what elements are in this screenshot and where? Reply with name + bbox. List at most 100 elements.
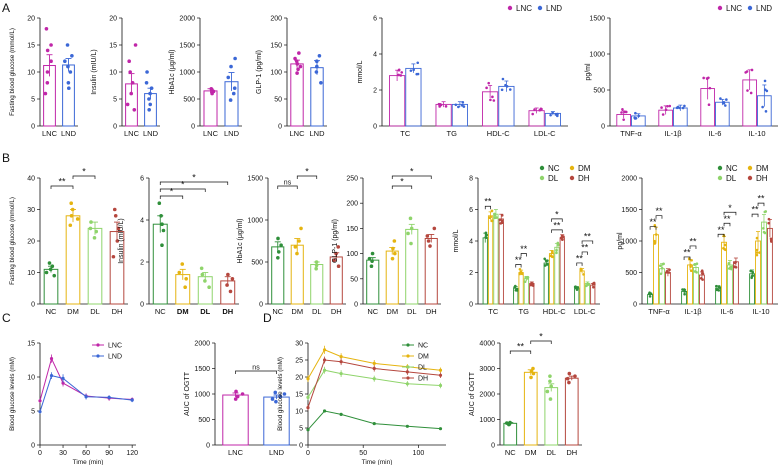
data-point [405, 382, 409, 386]
x-tick-label: HDL-C [543, 307, 567, 316]
data-point [683, 292, 686, 296]
data-point [88, 226, 93, 231]
x-tick-label: 0 [38, 450, 42, 457]
legend-marker [406, 343, 410, 347]
bar-dl [87, 227, 103, 305]
x-tick-label: DM [291, 307, 303, 316]
data-point [457, 105, 460, 109]
bar-dm [487, 215, 494, 305]
legend-label: LNC [726, 4, 742, 13]
y-tick-label: 5 [31, 97, 35, 104]
bar-lnd [62, 64, 75, 127]
data-point [763, 79, 767, 83]
data-point [462, 105, 466, 108]
data-point [233, 397, 238, 401]
data-point [515, 289, 519, 292]
data-point [412, 68, 415, 72]
data-point [390, 256, 395, 261]
data-point [177, 270, 182, 275]
significance-bracket [576, 262, 583, 266]
y-axis-label: pg/ml [617, 232, 624, 250]
data-point [44, 270, 49, 275]
data-point [761, 105, 764, 109]
y-axis-label: mmol/L [453, 229, 460, 252]
data-point [708, 86, 712, 90]
legend-label: DL [418, 365, 427, 372]
data-point [45, 70, 50, 74]
y-tick-label: 5 [113, 97, 117, 104]
significance-label: * [305, 167, 309, 177]
x-tick-label: IL-6 [721, 307, 734, 316]
data-point [556, 243, 560, 247]
data-point [372, 421, 376, 426]
y-axis-label: AUC of OGTT [184, 371, 191, 416]
y-tick-label: 0 [469, 302, 473, 309]
data-point [501, 221, 504, 225]
x-tick-label: DL [312, 307, 322, 316]
data-point [296, 67, 300, 72]
x-tick-label: DL [546, 448, 556, 457]
x-tick-label: DM [177, 307, 189, 316]
data-point [203, 279, 207, 283]
significance-label: ** [553, 220, 561, 230]
data-point [148, 102, 153, 107]
data-point [693, 263, 696, 266]
data-point [47, 261, 52, 265]
data-point [758, 251, 761, 254]
significance-bracket [72, 175, 96, 179]
data-point [492, 99, 496, 102]
data-point [461, 101, 465, 104]
legend-marker [537, 5, 543, 11]
bar-dm [721, 241, 727, 305]
data-point [495, 216, 499, 219]
y-tick-label: 500 [183, 97, 195, 104]
data-point [444, 105, 448, 108]
data-point [49, 43, 53, 47]
data-point [659, 264, 662, 268]
y-tick-label: 0 [206, 443, 210, 450]
data-point [733, 261, 737, 265]
data-point [226, 272, 230, 277]
data-point [61, 376, 65, 380]
data-point [567, 380, 571, 385]
y-tick-label: 50 [274, 97, 282, 104]
legend-marker [539, 175, 545, 181]
bar-lnd [451, 103, 468, 127]
significance-bracket [520, 253, 527, 257]
data-point [707, 103, 711, 107]
data-point [270, 397, 275, 401]
data-point [75, 217, 80, 221]
legend-label: DL [548, 174, 559, 183]
data-point [637, 114, 641, 118]
legend-marker [747, 165, 753, 171]
data-point [707, 76, 710, 80]
significance-bracket [551, 229, 563, 233]
significance-label: ** [581, 242, 589, 252]
x-tick-label: NC [155, 307, 166, 316]
x-tick-label: IL-10 [748, 129, 765, 138]
data-point [755, 253, 759, 257]
legend-marker [406, 354, 410, 358]
data-point [560, 234, 564, 237]
data-point [668, 104, 672, 108]
data-point [49, 59, 53, 63]
legend-marker [747, 5, 753, 11]
y-axis-label: AUC of OGTT [469, 371, 476, 416]
data-point [567, 371, 572, 376]
y-tick-label: 10 [27, 375, 35, 382]
y-tick-label: 2000 [179, 16, 195, 23]
data-point [209, 86, 214, 91]
data-point [228, 289, 233, 294]
data-point [561, 238, 564, 241]
data-point [524, 276, 528, 280]
y-tick-label: 10 [27, 70, 35, 77]
data-point [518, 272, 521, 276]
data-point [369, 264, 374, 269]
data-point [749, 269, 753, 273]
data-point [665, 270, 668, 274]
data-point [438, 383, 443, 388]
series-line-dh [307, 359, 441, 408]
data-point [438, 368, 443, 372]
y-tick-label: 2000 [479, 392, 495, 399]
